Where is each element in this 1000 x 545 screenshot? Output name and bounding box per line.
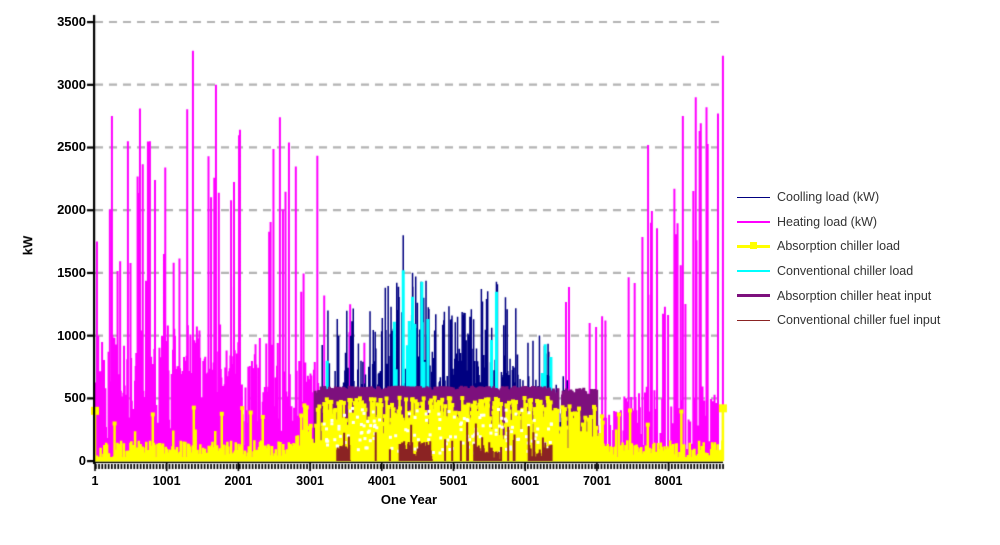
x-tick-label-6001: 6001 [511, 474, 540, 488]
legend-swatch-heating-load-kw [737, 220, 770, 224]
y-tick-label-500: 500 [64, 390, 86, 406]
x-tick-label-4001: 4001 [367, 474, 396, 488]
legend-swatch-coolling-load-kw [737, 196, 770, 199]
legend-swatch-absorption-chiller-heat-input [737, 294, 770, 297]
y-tick-label-2500: 2500 [57, 139, 86, 155]
x-axis-title: One Year [380, 492, 438, 507]
legend-line-icon [737, 269, 770, 273]
legend: Coolling load (kW) Heating load (kW) Absor… [737, 185, 940, 333]
legend-swatch-absorption-chiller-load [737, 242, 770, 250]
y-axis-title: kW [20, 235, 36, 256]
legend-line-icon [737, 196, 770, 199]
legend-item-conventional-chiller-fuel-input: Conventional chiller fuel input [737, 308, 940, 333]
x-tick-label-8001: 8001 [654, 474, 683, 488]
x-tick-label-7001: 7001 [582, 474, 611, 488]
legend-line-icon [737, 319, 770, 322]
legend-label: Conventional chiller fuel input [777, 313, 941, 328]
y-tick-label-2000: 2000 [57, 202, 86, 218]
x-tick-label-5001: 5001 [439, 474, 468, 488]
legend-label: Heating load (kW) [777, 214, 878, 229]
x-tick-label-3001: 3001 [296, 474, 324, 488]
legend-swatch-conventional-chiller-load [737, 269, 770, 273]
y-tick-label-3500: 3500 [57, 14, 86, 29]
legend-item-absorption-chiller-load: Absorption chiller load [737, 234, 940, 259]
x-tick-label-2001: 2001 [224, 474, 253, 488]
legend-line-icon [737, 220, 770, 224]
x-tick-label-1001: 1001 [152, 474, 181, 488]
legend-line-icon [737, 294, 770, 297]
legend-item-coolling-load-kw: Coolling load (kW) [737, 185, 940, 210]
legend-swatch-conventional-chiller-fuel-input [737, 319, 770, 322]
y-tick-label-0: 0 [78, 453, 86, 468]
legend-item-conventional-chiller-load: Conventional chiller load [737, 259, 940, 284]
legend-item-absorption-chiller-heat-input: Absorption chiller heat input [737, 283, 940, 308]
y-tick-label-3000: 3000 [57, 76, 86, 92]
legend-item-heating-load-kw: Heating load (kW) [737, 210, 940, 235]
y-tick-label-1500: 1500 [57, 264, 86, 280]
legend-square-marker-icon [750, 242, 757, 250]
legend-label: Absorption chiller load [777, 239, 900, 254]
legend-label: Conventional chiller load [777, 264, 914, 279]
x-tick-label-1: 1 [91, 474, 99, 488]
y-tick-label-1000: 1000 [57, 327, 86, 343]
legend-label: Absorption chiller heat input [777, 288, 932, 303]
legend-label: Coolling load (kW) [777, 190, 880, 205]
